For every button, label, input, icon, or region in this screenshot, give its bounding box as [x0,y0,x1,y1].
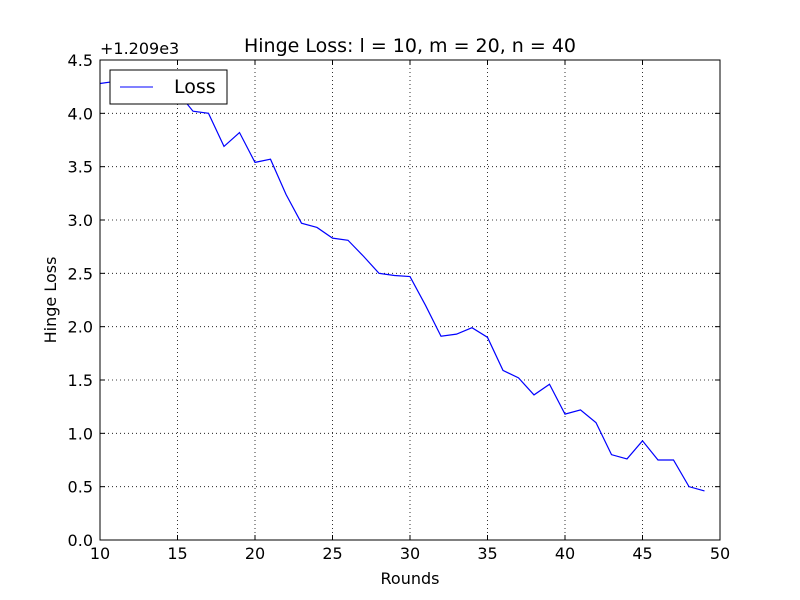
grid [99,59,721,541]
x-axis-label: Rounds [381,569,440,588]
y-tick-label: 3.5 [68,158,93,177]
series-line-loss [99,80,705,492]
legend: Loss [109,69,228,105]
x-tick-label: 45 [632,544,652,563]
x-tick-label: 10 [90,544,110,563]
y-tick-label: 4.5 [68,51,93,70]
x-tick-label: 35 [477,544,497,563]
y-tick-label: 2.0 [68,318,93,337]
legend-label-loss: Loss [174,76,216,98]
series-layer [99,80,705,492]
x-tick-label: 50 [710,544,730,563]
x-tick-label: 40 [555,544,575,563]
y-offset-label: +1.209e3 [100,39,179,58]
y-tick-label: 3.0 [68,211,93,230]
ticks: 10 15 20 25 30 35 40 45 50 0.0 0.5 1.0 1.5 2.0 2.5 3.0 3… [68,51,731,563]
y-tick-label: 4.0 [68,104,93,123]
chart-title: Hinge Loss: l = 10, m = 20, n = 40 [244,35,576,57]
x-tick-label: 15 [167,544,187,563]
x-tick-label: 20 [245,544,265,563]
x-tick-label: 30 [400,544,420,563]
x-tick-label: 25 [322,544,342,563]
y-tick-label: 2.5 [68,264,93,283]
y-axis-label: Hinge Loss [41,257,60,344]
y-tick-label: 1.5 [68,371,93,390]
y-tick-label: 1.0 [68,424,93,443]
y-tick-label: 0.5 [68,478,93,497]
y-tick-label: 0.0 [68,531,93,550]
